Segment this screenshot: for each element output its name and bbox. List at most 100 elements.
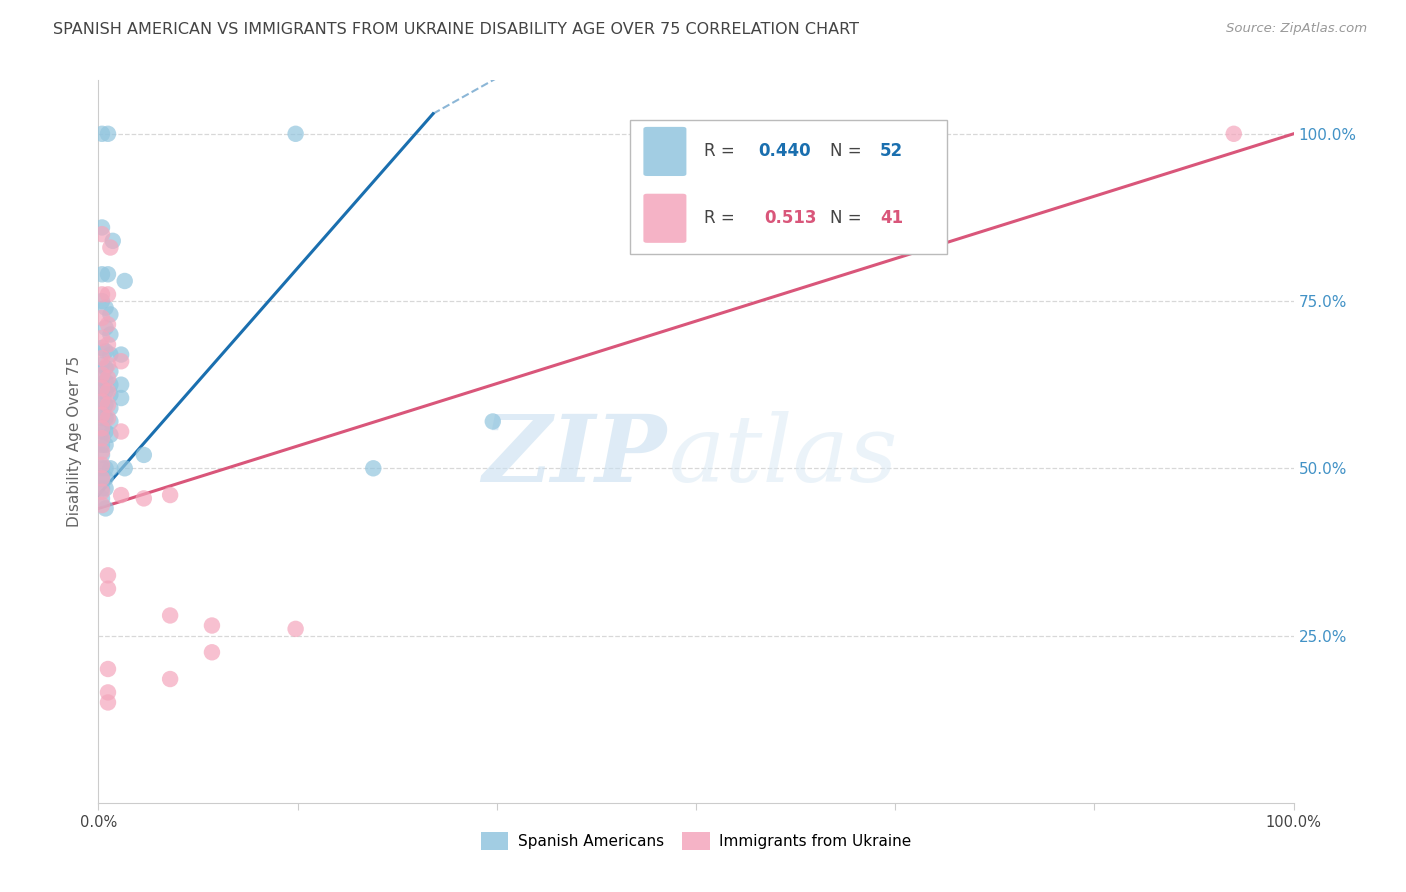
Point bbox=[91, 408, 114, 422]
Text: R =: R = bbox=[704, 143, 741, 161]
Text: N =: N = bbox=[830, 210, 866, 227]
Text: ZIP: ZIP bbox=[482, 411, 666, 501]
Point bbox=[97, 662, 120, 676]
Point bbox=[97, 582, 120, 596]
Point bbox=[97, 696, 120, 710]
Point bbox=[110, 348, 132, 362]
Point bbox=[91, 498, 114, 512]
Point bbox=[91, 425, 114, 439]
Point bbox=[94, 344, 117, 359]
Point bbox=[94, 501, 117, 516]
Point bbox=[98, 427, 122, 442]
Point bbox=[94, 384, 117, 399]
Point bbox=[201, 618, 224, 632]
Point bbox=[91, 381, 114, 395]
Point bbox=[94, 471, 117, 485]
Point bbox=[91, 458, 114, 472]
Point bbox=[91, 411, 114, 425]
FancyBboxPatch shape bbox=[644, 194, 686, 243]
Text: 52: 52 bbox=[880, 143, 903, 161]
Text: 0.440: 0.440 bbox=[758, 143, 811, 161]
Point bbox=[97, 318, 120, 332]
Point bbox=[98, 387, 122, 401]
Point bbox=[91, 461, 114, 475]
Point bbox=[91, 341, 114, 355]
Point bbox=[94, 438, 117, 452]
Point bbox=[97, 398, 120, 412]
Point bbox=[481, 414, 505, 429]
Point bbox=[97, 411, 120, 425]
Text: 41: 41 bbox=[880, 210, 903, 227]
Point bbox=[91, 491, 114, 506]
Text: 0.513: 0.513 bbox=[763, 210, 817, 227]
Point bbox=[91, 268, 114, 282]
Point bbox=[97, 268, 120, 282]
Point bbox=[94, 425, 117, 439]
Point bbox=[94, 321, 117, 335]
Point bbox=[91, 287, 114, 301]
Point bbox=[159, 608, 181, 623]
Point bbox=[91, 351, 114, 365]
Point bbox=[97, 127, 120, 141]
Point bbox=[110, 354, 132, 368]
Point bbox=[91, 448, 114, 462]
Point bbox=[132, 491, 155, 506]
Point bbox=[94, 361, 117, 376]
Point bbox=[94, 482, 117, 496]
Point bbox=[91, 421, 114, 435]
Point bbox=[284, 622, 307, 636]
Point bbox=[94, 411, 117, 425]
Point bbox=[94, 461, 117, 475]
Point bbox=[97, 685, 120, 699]
Text: atlas: atlas bbox=[668, 411, 898, 501]
Point bbox=[132, 448, 155, 462]
Point bbox=[159, 488, 181, 502]
Point bbox=[91, 331, 114, 345]
Point bbox=[98, 414, 122, 429]
Point bbox=[110, 488, 132, 502]
Point bbox=[110, 391, 132, 405]
Point bbox=[201, 645, 224, 659]
Point bbox=[97, 337, 120, 351]
Point bbox=[91, 371, 114, 385]
Point bbox=[91, 431, 114, 445]
Point bbox=[91, 368, 114, 382]
Point bbox=[98, 461, 122, 475]
Text: N =: N = bbox=[830, 143, 866, 161]
Point bbox=[91, 227, 114, 242]
Point bbox=[91, 482, 114, 496]
FancyBboxPatch shape bbox=[644, 127, 686, 176]
Point bbox=[159, 672, 181, 686]
Point bbox=[97, 568, 120, 582]
Point bbox=[98, 307, 122, 322]
Point bbox=[98, 348, 122, 362]
Point bbox=[1223, 127, 1246, 141]
Point bbox=[91, 444, 114, 458]
Y-axis label: Disability Age Over 75: Disability Age Over 75 bbox=[67, 356, 83, 527]
Point bbox=[101, 234, 124, 248]
Point bbox=[110, 425, 132, 439]
Point bbox=[91, 438, 114, 452]
Point bbox=[97, 371, 120, 385]
Point bbox=[91, 220, 114, 235]
Text: R =: R = bbox=[704, 210, 745, 227]
Point bbox=[91, 471, 114, 485]
Point bbox=[114, 461, 136, 475]
Point bbox=[110, 377, 132, 392]
Point bbox=[98, 241, 122, 255]
Point bbox=[91, 310, 114, 325]
FancyBboxPatch shape bbox=[630, 120, 948, 253]
Point bbox=[94, 398, 117, 412]
Point bbox=[91, 294, 114, 309]
Point bbox=[97, 384, 120, 399]
Point bbox=[97, 358, 120, 372]
Point bbox=[91, 127, 114, 141]
Legend: Spanish Americans, Immigrants from Ukraine: Spanish Americans, Immigrants from Ukrai… bbox=[475, 826, 917, 856]
Point bbox=[97, 287, 120, 301]
Point bbox=[94, 375, 117, 389]
Point bbox=[98, 327, 122, 342]
Point bbox=[98, 401, 122, 416]
Point bbox=[91, 398, 114, 412]
Point bbox=[284, 127, 307, 141]
Point bbox=[98, 364, 122, 378]
